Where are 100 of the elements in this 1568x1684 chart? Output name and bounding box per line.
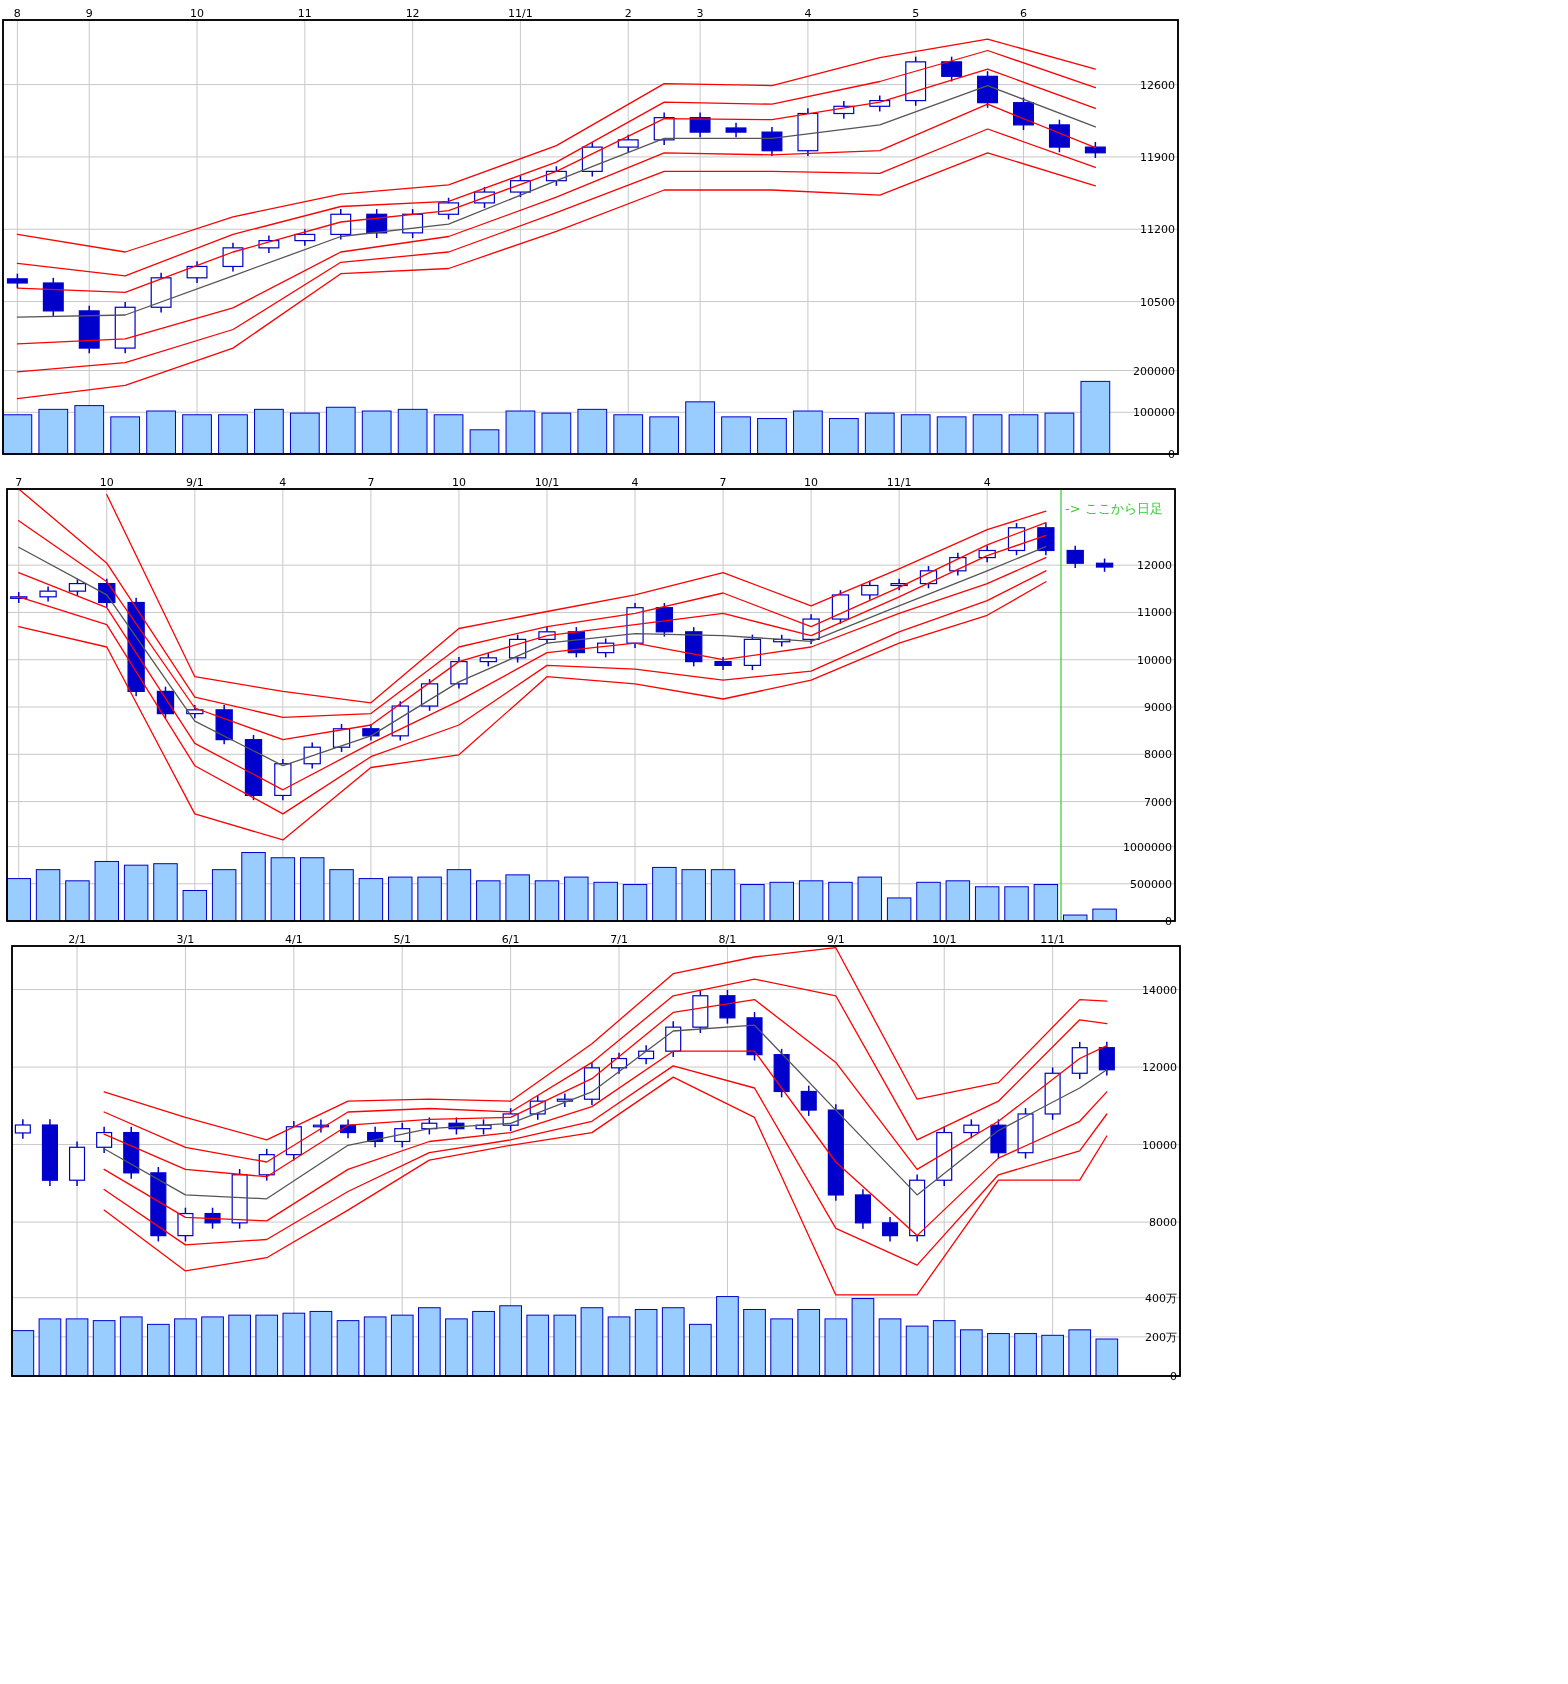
bar xyxy=(123,864,149,922)
bar xyxy=(757,418,787,455)
x-tick-label: 6/1 xyxy=(501,933,520,946)
bar xyxy=(119,1316,143,1377)
bar xyxy=(505,410,536,455)
bar xyxy=(211,869,237,922)
bar xyxy=(857,876,883,922)
candlestick xyxy=(303,741,321,770)
x-tick-label: 8/1 xyxy=(718,933,737,946)
bar xyxy=(65,1318,89,1377)
bar xyxy=(472,1310,495,1377)
bar xyxy=(905,1325,929,1377)
y-tick-label: 10500 xyxy=(1140,295,1175,309)
bar xyxy=(361,410,392,455)
bar xyxy=(974,886,1000,922)
x-tick-label: 6 xyxy=(1019,7,1027,20)
bar xyxy=(1080,380,1111,455)
x-tick-label: 12 xyxy=(405,7,420,20)
x-tick-label: 4/1 xyxy=(284,933,303,946)
bar xyxy=(390,1314,414,1377)
candlestick xyxy=(1013,96,1034,131)
x-tick-label: 4 xyxy=(983,476,991,489)
x-tick-label: 10 xyxy=(190,7,205,20)
bar xyxy=(146,410,176,455)
x-tick-label: 10 xyxy=(451,476,466,489)
candlestick xyxy=(861,579,879,601)
x-tick-label: 3/1 xyxy=(176,933,195,946)
bar xyxy=(1041,1334,1064,1377)
bar xyxy=(1095,1338,1119,1377)
y-tick-label: 14000 xyxy=(1142,983,1177,997)
x-tick-label: 7 xyxy=(719,476,727,489)
candlestick xyxy=(881,1216,899,1243)
bar xyxy=(1004,886,1029,922)
candlestick xyxy=(761,126,783,157)
bar xyxy=(987,1333,1010,1377)
bar xyxy=(329,869,354,922)
x-tick-label: 5/1 xyxy=(393,933,412,946)
bar xyxy=(685,401,715,455)
bar xyxy=(828,881,853,922)
y-tick-label: 500000 xyxy=(1130,877,1172,891)
y-tick-label: 1000000 xyxy=(1123,840,1172,854)
bar xyxy=(649,416,680,455)
bar xyxy=(499,1305,522,1377)
x-tick-label: 9/1 xyxy=(826,933,845,946)
candlestick xyxy=(450,656,468,690)
x-tick-label: 2/1 xyxy=(68,933,86,946)
bar xyxy=(476,880,501,922)
bar xyxy=(110,416,141,455)
bar xyxy=(11,1330,35,1377)
x-tick-label: 11/1 xyxy=(886,476,912,489)
line-series xyxy=(16,152,1097,400)
bar xyxy=(577,408,608,455)
candlestick xyxy=(1037,522,1055,556)
bar xyxy=(254,408,284,455)
bar xyxy=(1068,1329,1092,1377)
line-series xyxy=(16,128,1097,373)
bar xyxy=(634,1308,658,1377)
candlestick xyxy=(719,989,736,1025)
bar xyxy=(622,884,648,922)
x-tick-label: 10 xyxy=(804,476,819,489)
x-tick-label: 2 xyxy=(624,7,632,20)
candlestick xyxy=(186,260,208,284)
annotation: -> ここから日足 xyxy=(1065,501,1163,516)
bar xyxy=(299,857,325,922)
bar xyxy=(769,881,794,922)
bar xyxy=(241,852,266,922)
bar xyxy=(1014,1333,1037,1377)
bar xyxy=(182,889,208,922)
candlestick xyxy=(1066,545,1084,569)
bar xyxy=(255,1314,279,1377)
bar xyxy=(469,429,500,455)
bar xyxy=(289,412,320,455)
bar xyxy=(505,874,530,922)
bar xyxy=(553,1314,577,1377)
bar xyxy=(309,1310,333,1377)
y-tick-label: 10000 xyxy=(1142,1138,1177,1152)
x-tick-label: 8 xyxy=(13,7,21,20)
bar xyxy=(652,866,677,922)
bar xyxy=(363,1316,387,1377)
bar xyxy=(945,880,971,922)
bar xyxy=(418,1307,441,1377)
candlestick xyxy=(222,241,244,273)
bar xyxy=(972,414,1003,455)
bar xyxy=(325,406,356,455)
bar xyxy=(721,416,751,455)
x-tick-label: 10/1 xyxy=(931,933,957,946)
bar xyxy=(797,1308,821,1377)
bar xyxy=(445,1318,468,1377)
x-tick-label: 11/1 xyxy=(1040,933,1065,946)
x-tick-label: 4 xyxy=(804,7,812,20)
bar xyxy=(228,1314,251,1377)
candlestick xyxy=(653,111,675,146)
bar xyxy=(607,1316,631,1377)
bar xyxy=(1044,412,1075,455)
y-tick-label: 11000 xyxy=(1137,606,1172,620)
bar xyxy=(446,869,472,922)
bar xyxy=(851,1298,875,1377)
x-tick-label: 7/1 xyxy=(610,933,628,946)
bar xyxy=(900,414,931,455)
bar xyxy=(38,1318,62,1377)
